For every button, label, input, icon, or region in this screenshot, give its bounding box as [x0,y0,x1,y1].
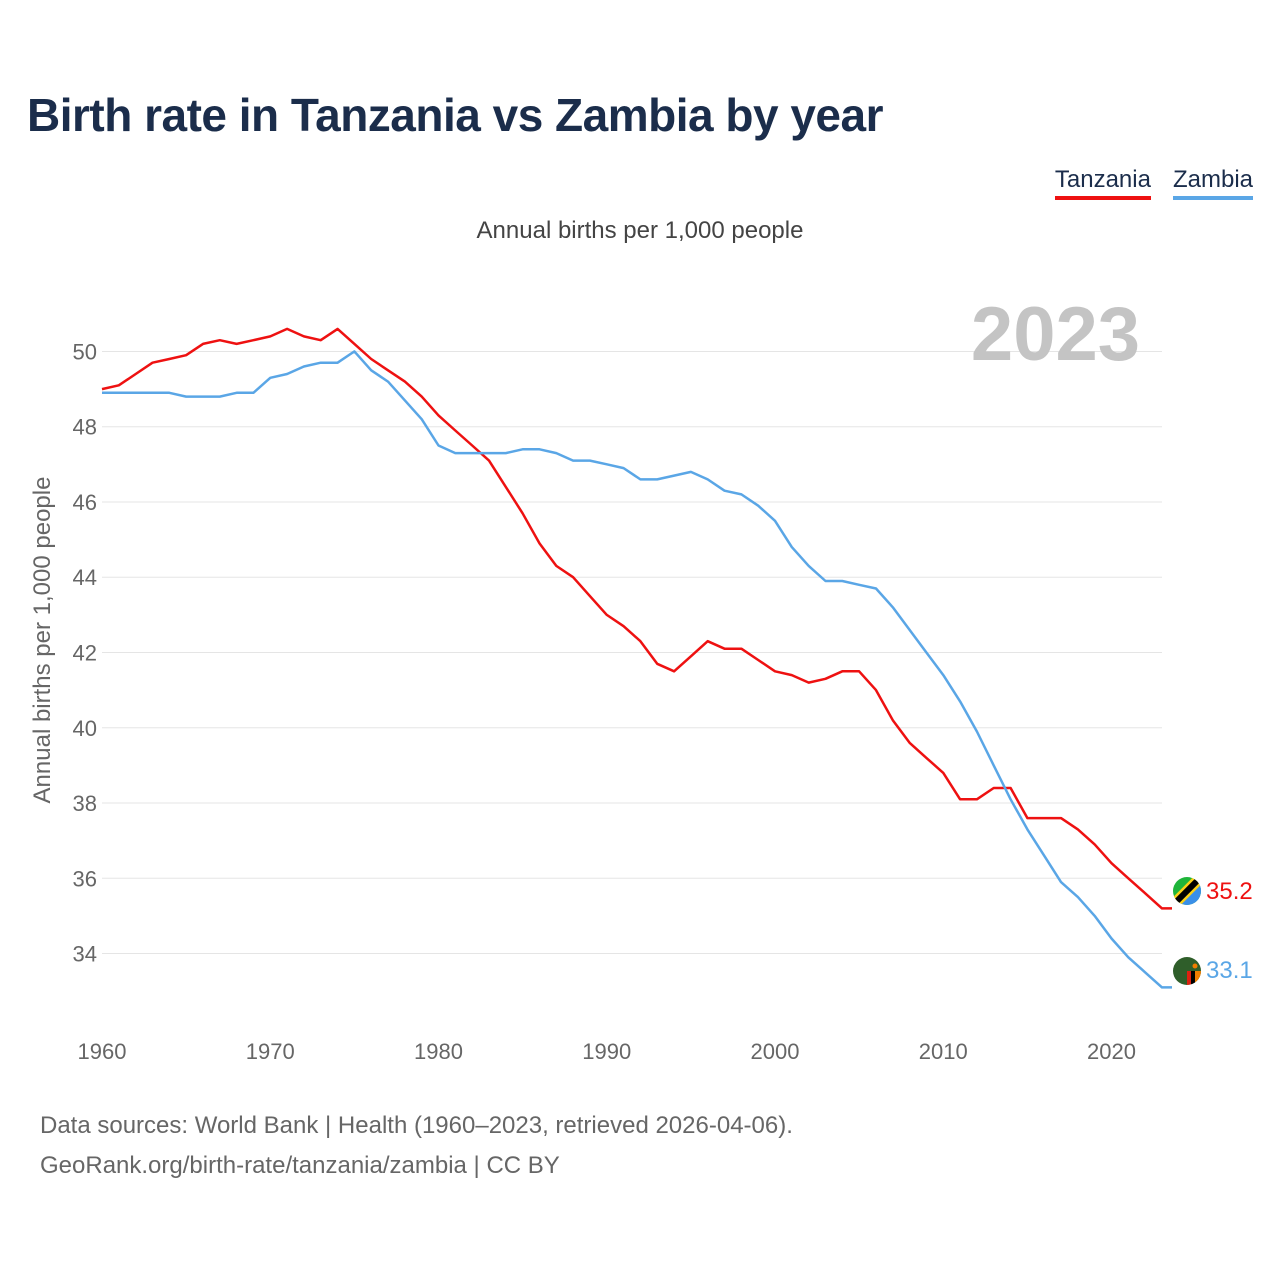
y-tick-label: 42 [73,641,97,666]
legend-item-tanzania[interactable]: Tanzania [1054,166,1151,200]
footer-sources: Data sources: World Bank | Health (1960–… [40,1112,793,1139]
series-line-zambia[interactable] [102,350,1172,989]
y-tick-label: 36 [73,866,97,891]
x-tick-label: 1970 [246,1039,295,1064]
end-value-tanzania: 35.2 [1206,878,1253,905]
y-tick-label: 50 [73,339,97,364]
x-tick-label: 2010 [919,1039,968,1064]
y-tick-label: 44 [73,565,97,590]
legend: Tanzania Zambia [1054,166,1253,200]
y-tick-label: 46 [73,490,97,515]
series-lines [101,327,1172,989]
series-line-tanzania[interactable] [101,327,1172,910]
x-tick-label: 1960 [78,1039,127,1064]
legend-item-zambia[interactable]: Zambia [1172,166,1253,200]
chart-subtitle: Annual births per 1,000 people [476,217,804,244]
x-tick-label: 1990 [582,1039,631,1064]
x-tick-label: 1980 [414,1039,463,1064]
x-tick-label: 2020 [1087,1039,1136,1064]
grid-lines [102,350,1162,955]
footer-link[interactable]: GeoRank.org/birth-rate/tanzania/zambia |… [40,1152,560,1179]
footer: Data sources: World Bank | Health (1960–… [40,1106,793,1186]
x-axis-ticks: 1960 1970 1980 1990 2000 2010 2020 [78,1039,1136,1064]
y-tick-label: 48 [73,415,97,440]
y-tick-label: 34 [73,942,97,967]
y-tick-label: 40 [73,716,97,741]
x-tick-label: 2000 [751,1039,800,1064]
year-watermark: 2023 [971,292,1140,377]
chart-title: Birth rate in Tanzania vs Zambia by year [27,89,884,141]
zambia-flag-icon [1173,957,1201,985]
y-axis-label: Annual births per 1,000 people [29,477,56,804]
y-axis-ticks: 34 36 38 40 42 44 46 48 50 [73,339,97,966]
y-tick-label: 38 [73,791,97,816]
end-value-zambia: 33.1 [1206,957,1253,984]
tanzania-flag-icon [1173,877,1201,905]
